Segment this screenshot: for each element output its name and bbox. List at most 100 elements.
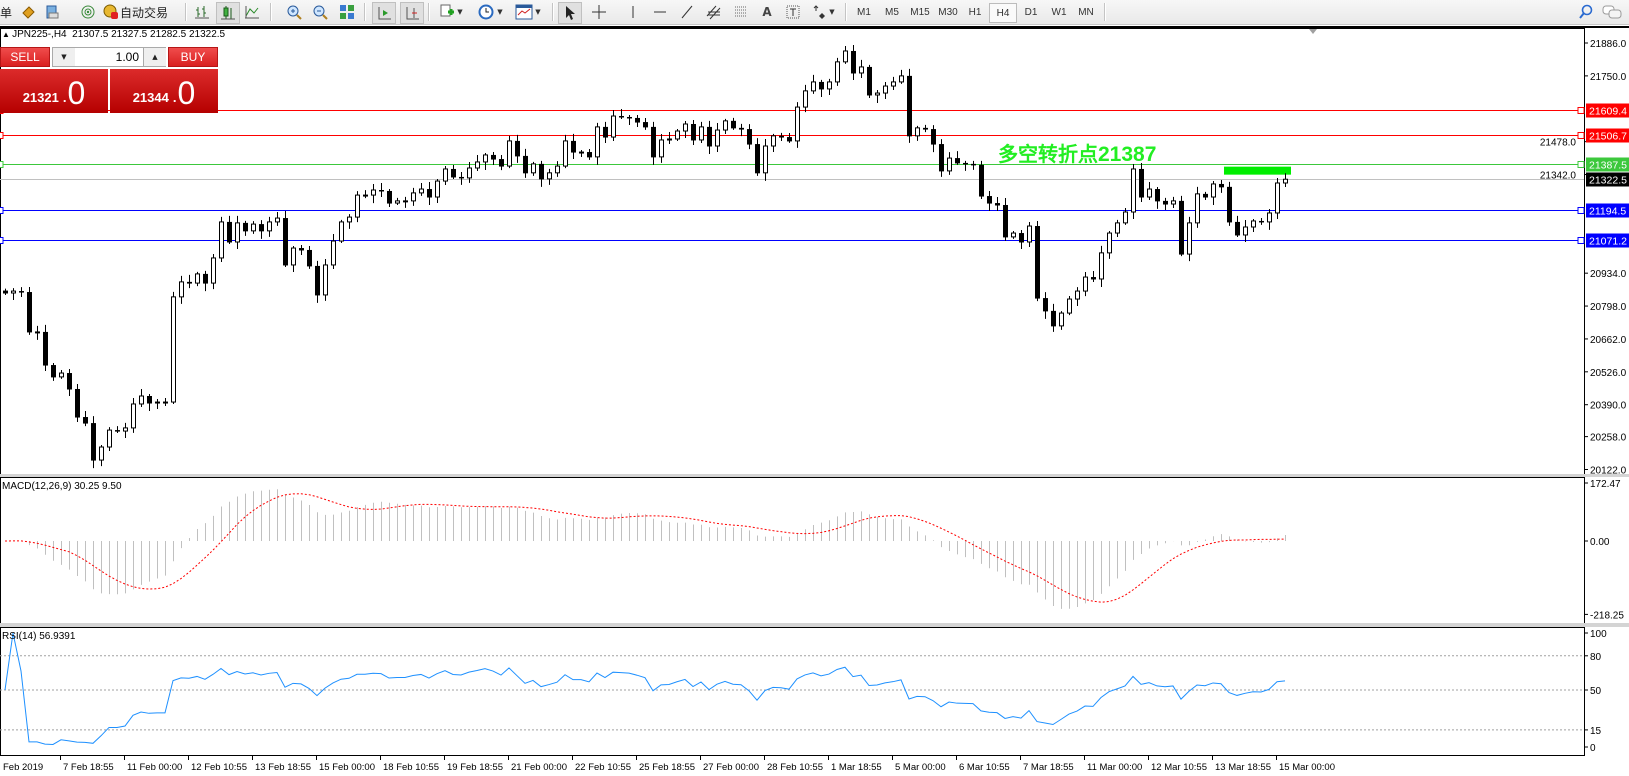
candle-body-bull (483, 154, 488, 163)
candle (1243, 219, 1248, 242)
equidistant-channel-icon[interactable] (704, 2, 724, 22)
candle-body-bear (1003, 204, 1008, 238)
candle-body-bear (619, 116, 624, 118)
candle-body-bull (323, 264, 328, 296)
candle-body-bull (59, 372, 64, 378)
candle (523, 148, 528, 178)
chart-shift-icon[interactable] (400, 2, 424, 24)
trendline-icon[interactable] (677, 2, 697, 22)
toolbar-separator (845, 3, 847, 21)
timeframe-mn[interactable]: MN (1078, 6, 1094, 18)
candle-body-bear (91, 423, 96, 461)
candle-body-bull (611, 115, 616, 138)
zoom-in-icon[interactable] (284, 2, 304, 22)
fibonacci-icon[interactable] (731, 2, 751, 22)
templates-button[interactable]: ▼ (512, 2, 544, 22)
timeframe-w1[interactable]: W1 (1051, 6, 1067, 18)
buy-price-box[interactable]: 21344. 0 (110, 69, 218, 113)
candle (1155, 187, 1160, 209)
buy-price-dot: . (172, 90, 177, 105)
time-tick-label: 15 Mar 00:00 (1279, 762, 1335, 773)
data-window-icon[interactable] (42, 2, 62, 22)
candle-body-bear (491, 154, 496, 160)
new-order-button[interactable]: 单 (0, 2, 12, 22)
indicators-button[interactable]: ▼ (436, 2, 466, 22)
tile-windows-icon[interactable] (337, 2, 357, 22)
candle-body-bear (83, 417, 88, 424)
text-icon[interactable]: A (762, 5, 772, 19)
auto-trading-icon (103, 4, 118, 19)
text-label-icon[interactable] (784, 2, 802, 22)
candle-body-bull (899, 75, 904, 83)
candle-body-bear (427, 189, 432, 198)
timeframe-m30[interactable]: M30 (938, 6, 958, 18)
macd-tick-label: 172.47 (1590, 479, 1621, 490)
bar-chart-icon[interactable] (192, 2, 212, 22)
candle-body-bear (1163, 200, 1168, 205)
candle-body-bull (475, 161, 480, 169)
auto-scroll-icon[interactable] (372, 2, 396, 24)
candle-body-bear (1043, 298, 1048, 312)
candle (731, 117, 736, 130)
price-tick-label: 21750.0 (1590, 72, 1627, 83)
chat-icon[interactable] (1600, 2, 1624, 22)
candles (3, 44, 1288, 469)
periods-button[interactable]: ▼ (474, 2, 506, 22)
sell-button[interactable]: SELL (0, 47, 50, 67)
candle (1123, 208, 1128, 225)
candle-body-bear (755, 144, 760, 174)
crosshair-icon[interactable] (589, 2, 609, 22)
candle-body-bull (1011, 232, 1016, 238)
candle (267, 216, 272, 237)
rsi-area (0, 627, 1585, 756)
candle-body-bull (859, 66, 864, 74)
add-indicator-icon (440, 4, 455, 17)
zoom-out-icon[interactable] (310, 2, 330, 22)
time-tick-label: 22 Feb 10:55 (575, 762, 631, 773)
candle (987, 191, 992, 212)
search-icon[interactable] (1576, 2, 1596, 22)
candlestick-chart-icon[interactable] (216, 2, 240, 24)
candle (1043, 292, 1048, 319)
line-chart-icon[interactable] (242, 2, 262, 22)
market-watch-icon[interactable] (18, 2, 38, 22)
timeframe-m1[interactable]: M1 (857, 6, 871, 18)
candle (1267, 208, 1272, 230)
candle (403, 196, 408, 208)
candle (211, 253, 216, 290)
candle-body-bull (563, 140, 568, 167)
sell-price-box[interactable]: 21321. 0 (0, 69, 108, 113)
price-tick-label: 20662.0 (1590, 335, 1627, 346)
signals-icon[interactable] (78, 2, 98, 22)
candle-body-bear (1219, 183, 1224, 188)
vertical-line-icon[interactable] (623, 2, 643, 22)
candle-body-bull (467, 167, 472, 179)
horizontal-line-icon[interactable] (650, 2, 670, 22)
buy-button[interactable]: BUY (168, 47, 218, 67)
candle (499, 155, 504, 171)
candle-body-bull (211, 257, 216, 284)
timeframe-d1[interactable]: D1 (1024, 6, 1038, 18)
candle (299, 245, 304, 255)
candle (515, 134, 520, 163)
candle-body-bear (379, 190, 384, 192)
timeframe-m15[interactable]: M15 (910, 6, 930, 18)
arrows-button[interactable]: ▼ (810, 2, 838, 22)
timeframe-m5[interactable]: M5 (885, 6, 899, 18)
volume-input[interactable]: 1.00 (75, 48, 143, 66)
candle (547, 168, 552, 185)
candle (627, 114, 632, 125)
candle-body-bull (803, 90, 808, 108)
candle-body-bear (1139, 168, 1144, 198)
timeframe-h4[interactable]: H4 (989, 3, 1017, 23)
volume-decrease-button[interactable]: ▼ (53, 48, 76, 66)
cursor-icon[interactable] (558, 2, 582, 24)
candle-body-bear (963, 162, 968, 165)
auto-trading-button[interactable]: 自动交易 (102, 2, 182, 22)
timeframe-h1[interactable]: H1 (968, 6, 982, 18)
toolbar-separator (552, 3, 554, 21)
volume-increase-button[interactable]: ▲ (143, 48, 166, 66)
candle (259, 220, 264, 239)
candle-body-bear (243, 222, 248, 232)
